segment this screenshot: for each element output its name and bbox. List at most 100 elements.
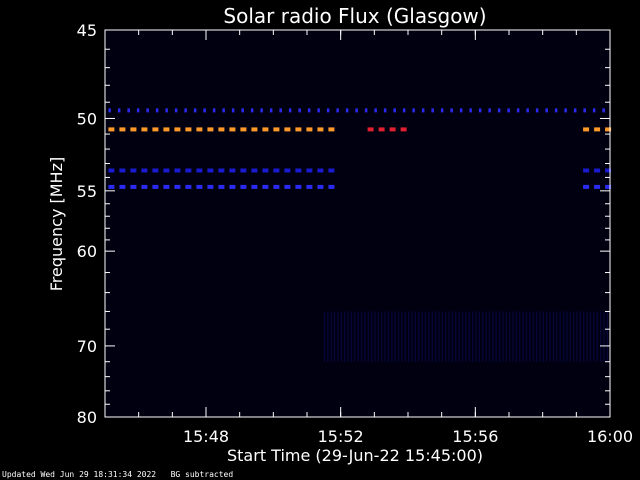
faint-emission-region [323, 311, 608, 362]
band-segment [185, 127, 192, 132]
band-segment [207, 127, 214, 132]
band-segment [152, 168, 159, 173]
faint-column [455, 311, 457, 362]
faint-column [599, 311, 602, 362]
band-segment [328, 184, 335, 189]
faint-column [354, 311, 356, 362]
band-segment [389, 127, 396, 132]
faint-column [478, 311, 480, 362]
band-segment [488, 108, 491, 113]
band-segment [355, 108, 358, 113]
band-segment [127, 108, 130, 113]
band-segment [207, 168, 214, 173]
faint-column [569, 311, 571, 362]
band-segment [594, 127, 601, 132]
band-segment [478, 108, 482, 113]
faint-column [552, 311, 555, 362]
band-segment [602, 108, 605, 113]
band-segment [174, 184, 181, 189]
band-segment [440, 108, 444, 113]
faint-column [606, 311, 608, 362]
band-segment [273, 184, 280, 189]
band-segment [288, 108, 292, 113]
band-segment [240, 184, 247, 189]
band-segment [185, 184, 192, 189]
faint-column [576, 311, 578, 362]
band-segment [269, 108, 273, 113]
band-segment [295, 184, 302, 189]
band-segment [229, 184, 236, 189]
faint-column [401, 311, 403, 362]
band-segment [174, 127, 181, 132]
plot-area [105, 30, 610, 417]
band-segment [564, 108, 567, 113]
band-segment [317, 108, 320, 113]
faint-column [323, 311, 326, 362]
y-tick-label: 80 [77, 408, 97, 427]
faint-column [384, 311, 386, 362]
faint-column [350, 311, 353, 362]
band-segment [141, 184, 148, 189]
band-segment [284, 127, 291, 132]
band-segment [307, 108, 311, 113]
band-segment [507, 108, 510, 113]
band-segment [583, 168, 590, 173]
band-segment [218, 168, 225, 173]
faint-column [579, 311, 581, 362]
faint-column [596, 311, 598, 362]
faint-column [495, 311, 497, 362]
faint-column [451, 311, 454, 362]
y-tick-label: 70 [77, 337, 97, 356]
faint-column [340, 311, 342, 362]
band-segment [119, 184, 126, 189]
band-segment [241, 108, 244, 113]
faint-column [431, 311, 433, 362]
band-segment [262, 168, 269, 173]
band-segment [535, 108, 539, 113]
faint-column [408, 311, 410, 362]
band-segment [497, 108, 501, 113]
faint-column [381, 311, 383, 362]
faint-column [387, 311, 390, 362]
faint-column [357, 311, 359, 362]
y-axis-label: Frequency [MHz] [47, 157, 66, 291]
band-segment [108, 168, 115, 173]
faint-column [519, 311, 521, 362]
band-segment [573, 108, 577, 113]
band-segment [174, 168, 181, 173]
band-segment [251, 168, 258, 173]
band-segment [284, 168, 291, 173]
band-segment [364, 108, 368, 113]
band-segment [383, 108, 387, 113]
band-segment [393, 108, 396, 113]
faint-column [535, 311, 538, 362]
band-segment [412, 108, 415, 113]
faint-column [347, 311, 349, 362]
x-axis-label: Start Time (29-Jun-22 15:45:00) [227, 446, 483, 465]
faint-column [448, 311, 450, 362]
band-segment [367, 127, 374, 132]
faint-column [505, 311, 507, 362]
band-segment [317, 127, 324, 132]
band-segment [526, 108, 529, 113]
chart-title: Solar radio Flux (Glasgow) [223, 4, 486, 28]
band-segment [207, 184, 214, 189]
band-segment [469, 108, 472, 113]
band-segment [212, 108, 216, 113]
band-segment [218, 184, 225, 189]
faint-column [546, 311, 548, 362]
faint-column [488, 311, 491, 362]
band-segment [306, 127, 313, 132]
footer-status: Updated Wed Jun 29 18:31:34 2022 BG subt… [2, 470, 234, 479]
band-segment [262, 184, 269, 189]
band-segment [141, 127, 148, 132]
band-segment [273, 127, 280, 132]
emission-bands [108, 108, 612, 189]
y-tick-label: 45 [77, 21, 97, 40]
band-segment [306, 168, 313, 173]
x-tick-label: 16:00 [587, 427, 633, 446]
band-segment [260, 108, 263, 113]
band-segment [196, 127, 203, 132]
faint-column [529, 311, 531, 362]
